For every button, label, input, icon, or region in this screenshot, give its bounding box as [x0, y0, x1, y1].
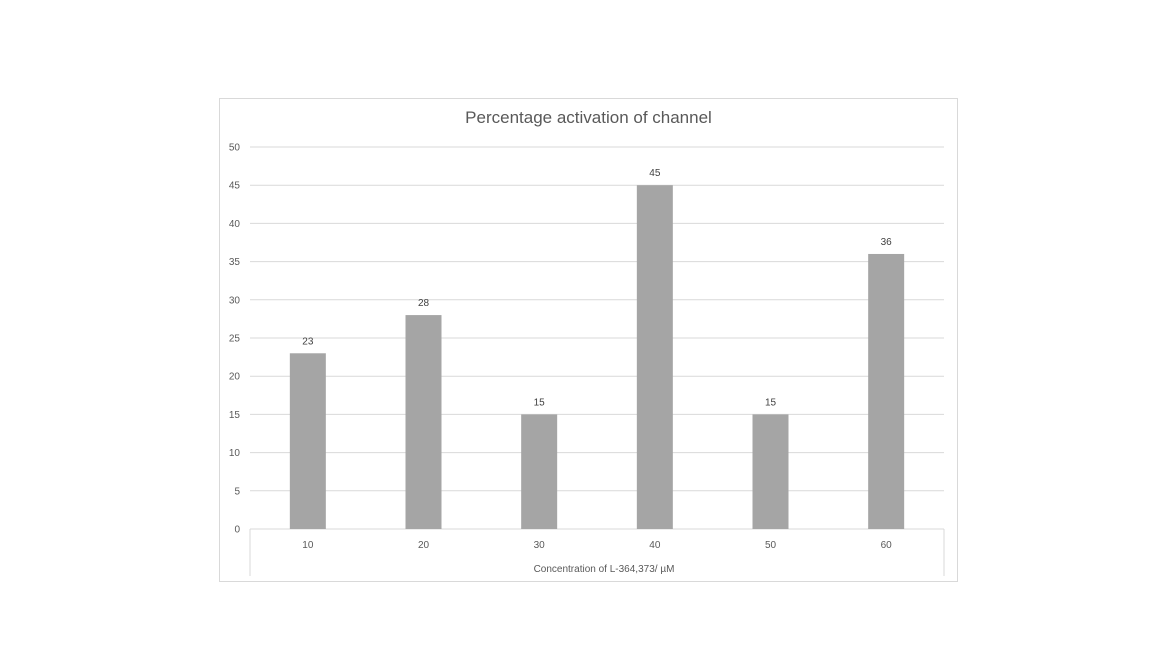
y-tick-label: 35	[229, 257, 241, 268]
y-tick-label: 50	[229, 143, 241, 154]
x-tick-label: 20	[418, 540, 430, 551]
data-label: 15	[765, 397, 777, 408]
data-label: 23	[302, 336, 314, 347]
x-tick-label: 60	[881, 540, 893, 551]
gridlines	[249, 146, 945, 576]
bars	[289, 185, 905, 529]
chart-frame	[219, 98, 958, 582]
y-tick-label: 15	[229, 410, 241, 421]
x-tick-label: 10	[302, 540, 314, 551]
y-tick-label: 45	[229, 181, 241, 192]
bar	[868, 253, 905, 529]
y-axis-ticks: 0 5 10 15 20 25 30 35 40 45 50	[229, 143, 241, 536]
x-axis-ticks: 10 20 30 40 50 60	[302, 540, 892, 551]
y-tick-label: 0	[234, 525, 240, 536]
y-tick-label: 20	[229, 372, 241, 383]
data-labels: 23 28 15 45 15 36	[302, 168, 892, 408]
x-tick-label: 50	[765, 540, 777, 551]
x-tick-label: 40	[649, 540, 661, 551]
y-tick-label: 10	[229, 448, 241, 459]
data-label: 45	[649, 168, 661, 179]
x-tick-label: 30	[534, 540, 546, 551]
y-tick-label: 25	[229, 334, 241, 345]
x-axis-title: Concentration of L-364,373/ µM	[534, 564, 675, 575]
bar	[752, 414, 789, 529]
bar	[636, 185, 673, 529]
data-label: 15	[534, 397, 546, 408]
chart-title: Percentage activation of channel	[465, 108, 712, 127]
bar	[289, 353, 326, 529]
y-tick-label: 40	[229, 219, 241, 230]
y-tick-label: 30	[229, 295, 241, 306]
data-label: 36	[881, 237, 893, 248]
bar	[521, 414, 558, 529]
data-label: 28	[418, 298, 430, 309]
y-tick-label: 5	[234, 486, 240, 497]
bar	[405, 315, 442, 529]
